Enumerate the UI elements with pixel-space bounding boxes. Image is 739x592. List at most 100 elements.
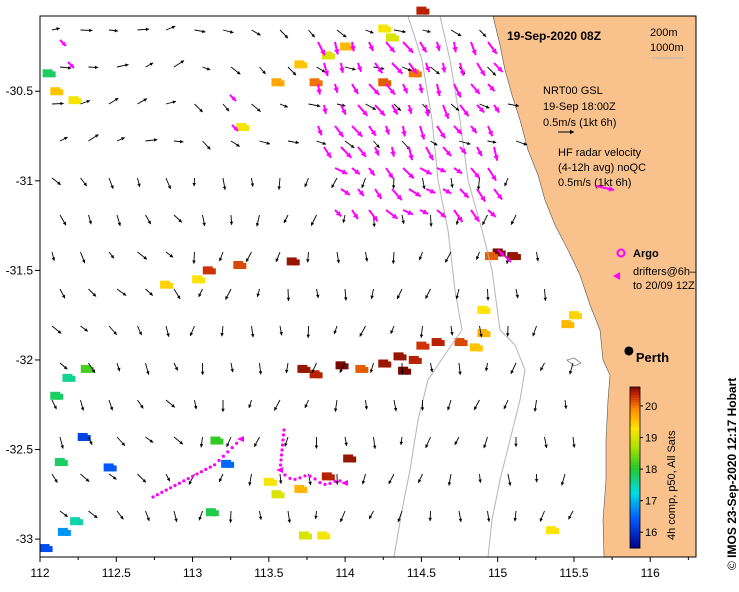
model-arrow <box>365 29 374 34</box>
model-arrow <box>539 510 545 522</box>
sst-patch <box>160 280 174 289</box>
land-layer <box>492 15 697 558</box>
model-arrow <box>173 362 179 371</box>
model-arrow <box>333 399 338 412</box>
model-arrow <box>80 251 86 264</box>
y-tick-label: -32.5 <box>6 443 34 457</box>
model-arrow <box>447 399 452 411</box>
sst-patch <box>297 364 311 373</box>
sst-patch <box>408 355 422 364</box>
colorbar-step <box>630 437 640 442</box>
radar-legend-arrow <box>595 185 615 192</box>
colorbar-step <box>630 462 640 466</box>
radar-arrow <box>385 41 396 53</box>
argo-label: Argo <box>633 248 659 260</box>
model-arrow <box>393 399 398 412</box>
sst-patch <box>54 458 68 467</box>
model-arrow <box>137 399 144 409</box>
model-arrow <box>390 325 395 335</box>
model-arrow <box>226 436 232 448</box>
model-arrow <box>145 362 150 375</box>
model-arrow <box>483 436 488 449</box>
model-arrow <box>165 25 176 31</box>
model-arrow <box>198 510 203 521</box>
sst-layer <box>39 6 582 553</box>
model-arrow <box>450 177 454 188</box>
model-arrow <box>193 399 198 410</box>
sst-patch <box>335 361 349 370</box>
radar-arrow <box>391 188 403 201</box>
sst-patch <box>70 517 84 526</box>
colorbar-step <box>630 505 640 509</box>
x-tick-label: 114 <box>336 566 355 580</box>
colorbar-tick-label: 18 <box>645 464 657 476</box>
model-arrow <box>88 134 99 142</box>
radar-arrow <box>229 94 237 102</box>
x-tick-label: 113 <box>183 566 202 580</box>
radar-arrow <box>334 209 343 218</box>
plot-frame <box>39 15 697 558</box>
model-arrow <box>560 473 566 486</box>
model-arrow <box>145 288 154 296</box>
sst-patch <box>298 531 312 540</box>
model-arrow <box>370 288 374 300</box>
radar-arrow <box>476 146 483 157</box>
x-tick-label: 115.5 <box>559 566 588 580</box>
model-arrow <box>59 66 72 70</box>
radar-arrow <box>453 209 464 223</box>
model-arrow <box>80 399 85 411</box>
model-arrow <box>275 251 281 263</box>
model-arrow <box>316 140 327 145</box>
model-arrow <box>277 177 281 190</box>
colorbar-step <box>630 515 640 519</box>
model-arrow <box>311 362 317 374</box>
radar-arrow <box>334 167 348 175</box>
colorbar-step <box>630 537 640 541</box>
model-arrow <box>165 325 170 337</box>
radar-legend-line: (4-12h avg) noQC <box>558 162 646 174</box>
isobath-200m <box>439 15 526 558</box>
colorbar-step <box>630 502 640 506</box>
radar-arrow <box>425 146 434 161</box>
radar-arrow <box>418 83 424 94</box>
model-arrow <box>250 177 255 187</box>
model-arrow <box>202 140 211 150</box>
model-arrow <box>450 325 454 336</box>
sst-colorbar: 16 17 18 19 20 4h comp, p50, All Sats <box>629 386 678 549</box>
colorbar-step <box>630 435 640 439</box>
colorbar-step <box>630 459 640 463</box>
sst-patch <box>294 60 308 69</box>
model-arrow <box>306 325 310 338</box>
sst-patch <box>343 454 357 463</box>
model-arrow <box>391 177 396 189</box>
model-arrow <box>419 325 424 338</box>
radar-arrow <box>408 146 414 161</box>
sst-patch <box>221 459 235 468</box>
radar-arrow <box>476 188 487 203</box>
sst-patch <box>454 338 468 347</box>
colorbar-step <box>630 427 640 431</box>
model-arrow <box>218 473 224 483</box>
model-arrow <box>278 473 283 484</box>
model-arrow <box>450 103 460 112</box>
radar-arrow <box>317 41 326 56</box>
y-tick-label: -33 <box>16 532 34 546</box>
sst-patch <box>378 359 392 368</box>
model-arrow <box>487 66 497 76</box>
model-arrow <box>316 66 326 73</box>
radar-arrow <box>385 83 396 96</box>
colorbar-step <box>630 521 640 525</box>
colorbar-step <box>630 497 640 501</box>
model-arrow <box>173 139 184 144</box>
colorbar-step <box>630 470 640 474</box>
radar-arrow <box>334 41 340 55</box>
sst-patch <box>355 364 369 373</box>
model-arrow <box>116 436 126 447</box>
model-arrow <box>230 66 241 75</box>
model-arrow <box>59 510 69 518</box>
model-arrow <box>108 28 119 33</box>
model-arrow <box>428 510 432 522</box>
model-arrow <box>479 325 483 338</box>
model-arrow <box>507 103 520 108</box>
